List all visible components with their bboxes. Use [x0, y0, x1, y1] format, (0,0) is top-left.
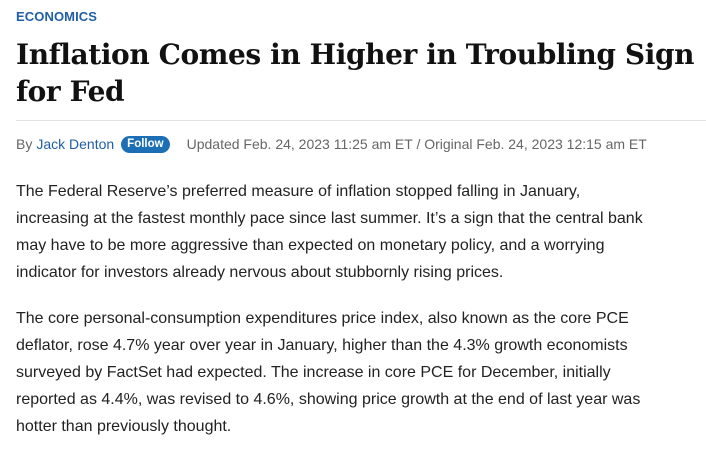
body-paragraph: The core personal-consumption expenditur… [16, 310, 641, 435]
byline-prefix: By [16, 136, 33, 152]
article-timestamp: Updated Feb. 24, 2023 11:25 am ET / Orig… [186, 136, 647, 152]
author-link[interactable]: Jack Denton [36, 136, 115, 152]
divider [16, 120, 706, 121]
follow-button[interactable]: Follow [121, 135, 170, 153]
body-paragraph: The Federal Reserve’s preferred measure … [16, 183, 643, 281]
article-headline: Inflation Comes in Higher in Troubling S… [16, 38, 695, 108]
article: ECONOMICS Inflation Comes in Higher in T… [16, 9, 706, 435]
article-body: The Federal Reserve’s preferred measure … [16, 178, 656, 459]
section-label-link[interactable]: ECONOMICS [16, 9, 98, 24]
byline: By Jack Denton Follow Updated Feb. 24, 2… [16, 134, 647, 154]
